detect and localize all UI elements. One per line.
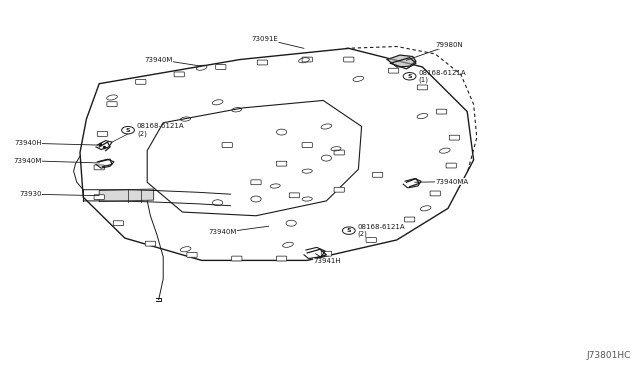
FancyBboxPatch shape: [97, 131, 108, 136]
Polygon shape: [387, 55, 416, 67]
Text: 73940M: 73940M: [13, 158, 99, 164]
Text: 73091E: 73091E: [252, 36, 304, 48]
FancyBboxPatch shape: [436, 109, 447, 114]
FancyBboxPatch shape: [302, 142, 312, 147]
FancyBboxPatch shape: [366, 237, 376, 243]
Text: S: S: [346, 228, 351, 233]
FancyBboxPatch shape: [430, 191, 440, 196]
Text: 73940M: 73940M: [145, 57, 202, 66]
FancyBboxPatch shape: [321, 251, 332, 256]
Text: J73801HC: J73801HC: [586, 351, 630, 360]
FancyBboxPatch shape: [107, 102, 117, 106]
FancyBboxPatch shape: [446, 163, 456, 168]
FancyBboxPatch shape: [94, 195, 104, 199]
FancyBboxPatch shape: [302, 57, 312, 62]
FancyBboxPatch shape: [174, 72, 184, 77]
FancyBboxPatch shape: [276, 161, 287, 166]
Text: S: S: [407, 74, 412, 79]
Text: 08168-6121A
(2): 08168-6121A (2): [358, 224, 405, 237]
Polygon shape: [99, 189, 154, 202]
Text: 73930: 73930: [19, 191, 99, 197]
Text: 73940M: 73940M: [209, 226, 269, 235]
Text: S: S: [125, 128, 131, 133]
FancyBboxPatch shape: [251, 180, 261, 185]
FancyBboxPatch shape: [449, 135, 460, 140]
FancyBboxPatch shape: [216, 64, 226, 69]
FancyBboxPatch shape: [417, 85, 428, 90]
Text: 79980N: 79980N: [406, 42, 463, 60]
Text: 73940H: 73940H: [14, 140, 99, 146]
FancyBboxPatch shape: [334, 187, 344, 192]
FancyBboxPatch shape: [404, 217, 415, 222]
FancyBboxPatch shape: [113, 221, 124, 225]
FancyBboxPatch shape: [334, 150, 344, 155]
FancyBboxPatch shape: [187, 252, 197, 257]
FancyBboxPatch shape: [94, 165, 104, 170]
Text: 73941H: 73941H: [314, 254, 341, 264]
Text: 73940MA: 73940MA: [415, 179, 468, 185]
FancyBboxPatch shape: [388, 68, 399, 73]
FancyBboxPatch shape: [344, 57, 354, 62]
FancyBboxPatch shape: [257, 60, 268, 65]
FancyBboxPatch shape: [136, 79, 146, 84]
FancyBboxPatch shape: [222, 142, 232, 147]
FancyBboxPatch shape: [289, 193, 300, 198]
FancyBboxPatch shape: [372, 172, 383, 177]
Text: 08168-6121A
(1): 08168-6121A (1): [419, 70, 466, 83]
Text: 08168-6121A
(2): 08168-6121A (2): [137, 124, 184, 137]
FancyBboxPatch shape: [145, 241, 156, 246]
FancyBboxPatch shape: [232, 256, 242, 261]
FancyBboxPatch shape: [276, 256, 287, 261]
